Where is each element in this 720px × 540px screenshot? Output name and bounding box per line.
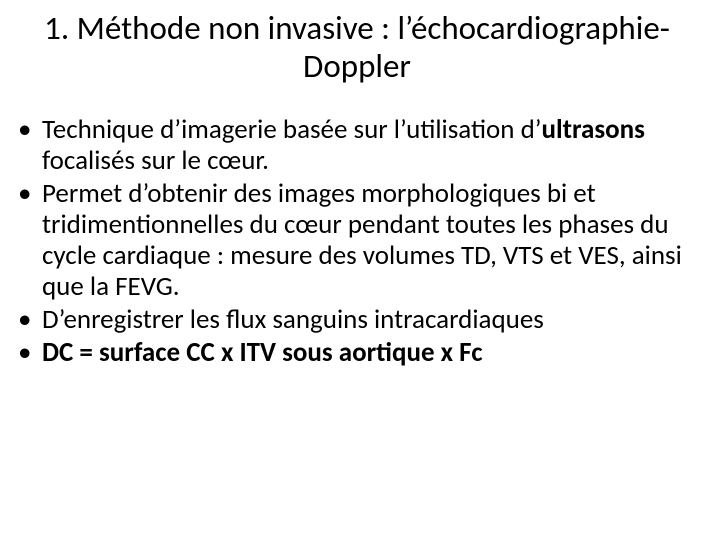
list-item: D’enregistrer les flux sanguins intracar… — [12, 304, 702, 335]
bullet-text-post: focalisés sur le cœur. — [42, 144, 269, 177]
slide-title: 1. Méthode non invasive : l’échocardiogr… — [12, 10, 702, 86]
bullet-text-pre: Technique d’imagerie basée sur l’utilisa… — [42, 113, 542, 146]
bullet-text-bold: DC = surface CC x ITV sous aortique x Fc — [42, 336, 483, 369]
title-line-2: Doppler — [303, 46, 411, 86]
bullet-text-pre: D’enregistrer les flux sanguins intracar… — [42, 303, 544, 336]
slide: 1. Méthode non invasive : l’échocardiogr… — [0, 0, 720, 540]
list-item: Technique d’imagerie basée sur l’utilisa… — [12, 114, 702, 176]
list-item: DC = surface CC x ITV sous aortique x Fc — [12, 337, 702, 368]
bullet-list: Technique d’imagerie basée sur l’utilisa… — [12, 114, 702, 368]
bullet-text-bold: ultrasons — [542, 113, 645, 146]
bullet-text-pre: Permet d’obtenir des images morphologiqu… — [42, 177, 682, 303]
list-item: Permet d’obtenir des images morphologiqu… — [12, 178, 702, 302]
title-line-1: 1. Méthode non invasive : l’échocardiogr… — [44, 8, 670, 48]
